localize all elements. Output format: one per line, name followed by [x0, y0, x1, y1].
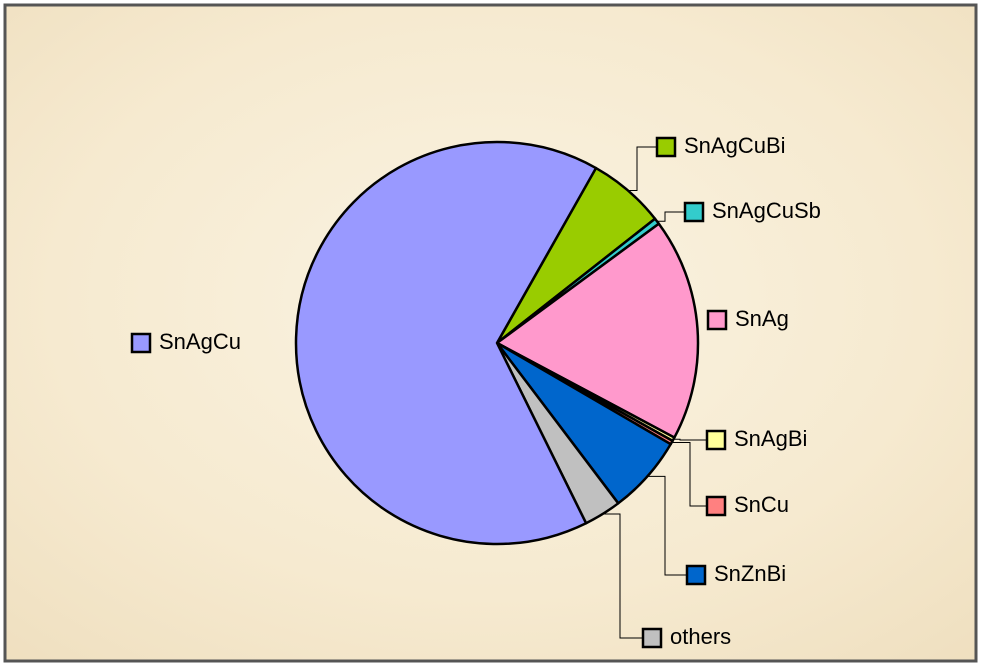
- leader-line: [627, 146, 657, 192]
- pie-slice: [294, 140, 598, 546]
- leader-line: [656, 211, 685, 222]
- slice-label: SnCu: [734, 492, 789, 517]
- slice-label: SnAgCu: [159, 329, 241, 354]
- leader-line: [647, 475, 687, 576]
- pie-slice: [495, 222, 700, 439]
- legend-swatch: [685, 564, 707, 586]
- leader-line: [671, 442, 707, 507]
- legend-swatch: [683, 201, 705, 223]
- leader-line: [602, 513, 643, 639]
- slice-label: SnAgCuBi: [684, 133, 786, 158]
- legend-swatch: [705, 495, 727, 517]
- legend-swatch: [705, 429, 727, 451]
- legend-swatch: [130, 332, 152, 354]
- slice-label: others: [670, 624, 731, 649]
- legend-swatch: [641, 627, 663, 649]
- leader-line: [673, 438, 707, 441]
- slice-label: SnAgCuSb: [712, 198, 821, 223]
- slice-label: SnZnBi: [714, 561, 786, 586]
- slice-label: SnAg: [735, 306, 789, 331]
- slice-label: SnAgBi: [734, 426, 807, 451]
- legend-swatch: [706, 309, 728, 331]
- legend-swatch: [655, 136, 677, 158]
